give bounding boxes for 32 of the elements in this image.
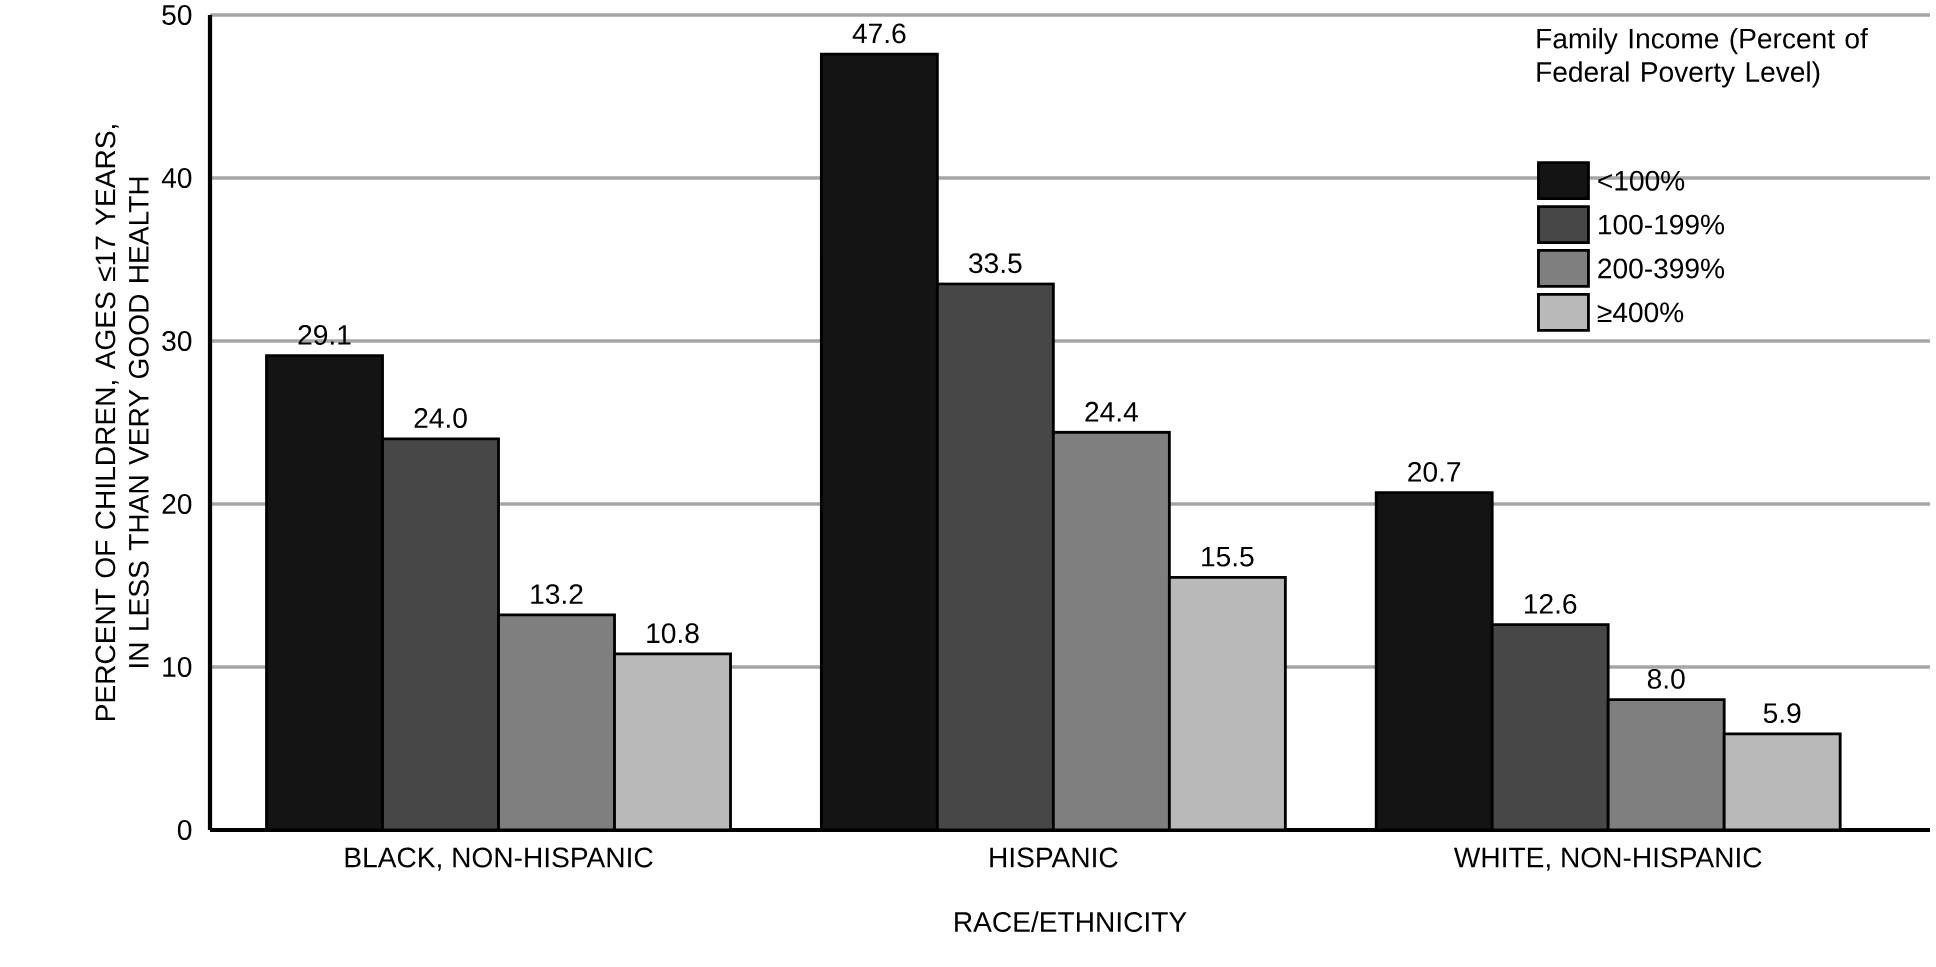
data-label: 13.2	[531, 584, 583, 605]
data-label: 29.1	[298, 324, 351, 345]
bar	[265, 354, 384, 830]
data-label: 5.9	[1763, 703, 1801, 724]
x-axis-title: RACE/ETHNICITY	[955, 911, 1187, 932]
data-label: 8.0	[1647, 668, 1685, 689]
y-tick-label: 50	[162, 5, 192, 25]
data-label: 15.5	[1202, 546, 1254, 567]
data-label: 24.4	[1085, 401, 1138, 422]
data-label: 33.5	[969, 253, 1022, 274]
y-tick-label: 30	[162, 331, 192, 351]
legend-label: 100-199%	[1599, 214, 1725, 235]
legend-title: Family Income (Percent of Federal Poverty Level)	[1537, 27, 1868, 88]
y-tick-label: 10	[163, 657, 192, 677]
data-label: 10.8	[647, 623, 699, 644]
data-label: 12.6	[1524, 593, 1577, 614]
legend-label: ≥400%	[1597, 302, 1684, 323]
y-axis-title: PERCENT OF CHILDREN, AGES ≤17 YEARS, IN LESS THAN VERY GOOD HEALTH	[95, 125, 149, 721]
x-tick-label: HISPANIC	[990, 847, 1118, 868]
x-tick-label: WHITE, NON-HISPANIC	[1453, 847, 1762, 871]
legend-label: 200-399%	[1598, 258, 1725, 279]
data-label: 20.7	[1408, 461, 1461, 482]
y-tick-label: 40	[161, 168, 192, 188]
bar	[613, 652, 732, 830]
legend-label: <100%	[1598, 170, 1685, 191]
data-label: 47.6	[852, 23, 906, 44]
bar	[381, 437, 500, 830]
x-tick-label: BLACK, NON-HISPANIC	[345, 847, 653, 871]
y-tick-label: 20	[162, 494, 192, 514]
y-tick-label: 0	[177, 820, 192, 840]
bar	[497, 613, 616, 830]
data-label: 24.0	[414, 408, 467, 429]
